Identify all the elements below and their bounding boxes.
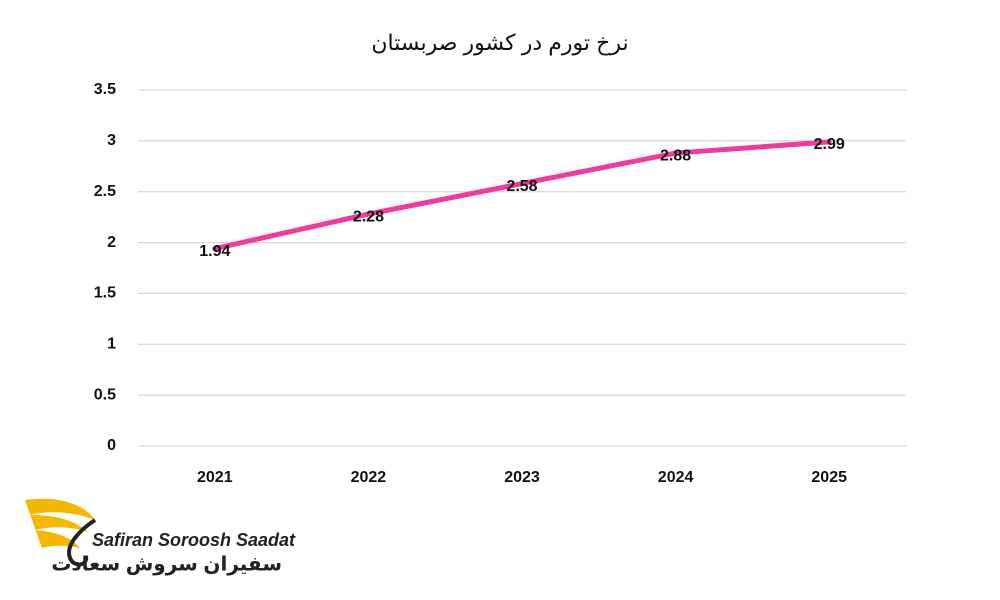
logo-name-en: Safiran Soroosh Saadat [92, 530, 296, 550]
y-tick-label: 2 [107, 234, 116, 251]
logo-name-fa: سفیران سروش سعادت [51, 553, 282, 575]
x-tick-label: 2023 [504, 469, 540, 486]
x-tick-label: 2025 [811, 469, 847, 486]
y-tick-label: 3 [107, 132, 116, 149]
logo-wing [25, 498, 95, 548]
y-tick-label: 0 [107, 437, 116, 454]
logo-swan [67, 518, 97, 567]
x-tick-label: 2024 [658, 469, 694, 486]
y-tick-label: 2.5 [94, 183, 116, 200]
data-label: 1.94 [199, 243, 230, 260]
data-label: 2.58 [506, 178, 537, 195]
chart-title: نرخ تورم در کشور صربستان [371, 30, 628, 55]
y-tick-label: 3.5 [94, 81, 116, 98]
data-label: 2.88 [660, 147, 691, 164]
x-tick-label: 2021 [197, 469, 233, 486]
line-series [212, 139, 832, 252]
data-label: 2.99 [814, 136, 845, 153]
data-label: 2.28 [353, 208, 384, 225]
y-tick-label: 1 [107, 336, 116, 353]
y-tick-label: 1.5 [94, 285, 116, 302]
logo: Safiran Soroosh Saadat سفیران سروش سعادت [25, 498, 296, 575]
y-tick-label: 0.5 [94, 386, 116, 403]
x-tick-label: 2022 [351, 469, 387, 486]
